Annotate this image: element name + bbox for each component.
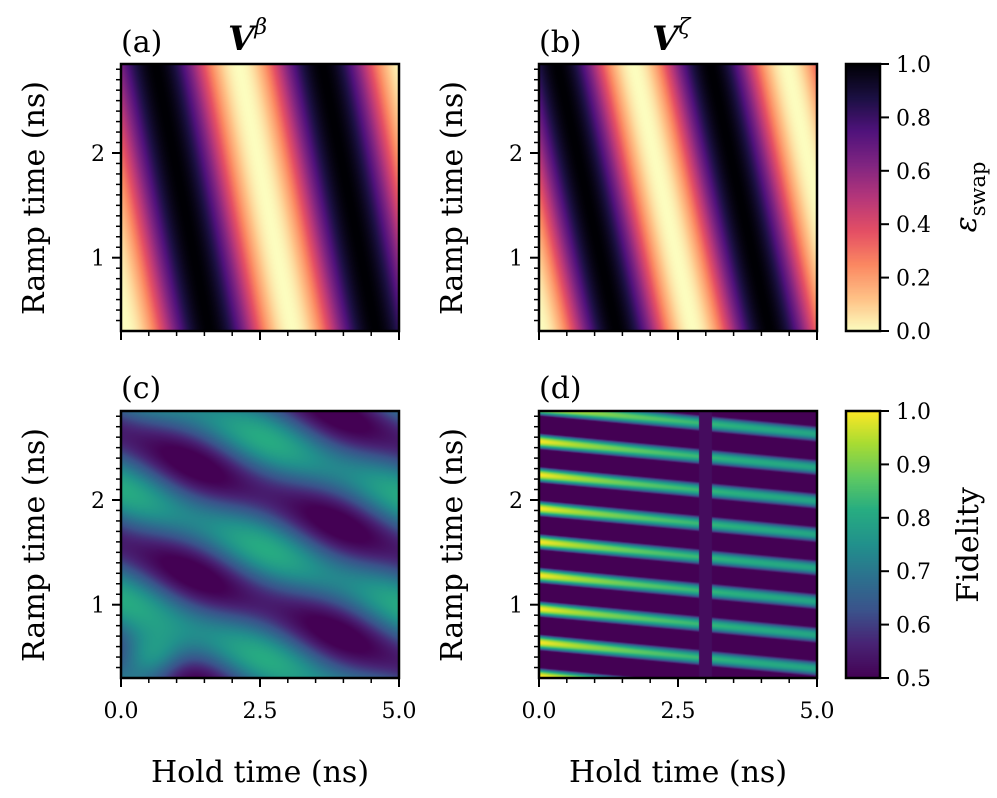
colorbar-fidelity: 0.5 0.6 0.7 0.8 0.9 1.0 Fidelity bbox=[844, 400, 986, 692]
colorbar-swap-label-sub: swap bbox=[966, 162, 990, 217]
heatmap-a-container bbox=[121, 64, 399, 331]
colorbar-tick-label-1-2: 0.7 bbox=[896, 560, 931, 585]
colorbar-tick-label-1-3: 0.8 bbox=[896, 507, 931, 532]
panel-b-title-sup: ζ bbox=[678, 15, 692, 40]
colorbar-swap-label: εswap bbox=[949, 162, 990, 233]
colorbar-fidelity-gradient bbox=[846, 411, 880, 678]
panel-a-title-sup: β bbox=[253, 15, 267, 40]
colorbar-tick-label-0-4: 0.8 bbox=[896, 106, 931, 131]
x-tick-label-c-0: 0.0 bbox=[104, 699, 139, 724]
panel-c-ylabel: Ramp time (ns) bbox=[17, 428, 52, 662]
ticks-c: 0.0 2.5 5.0 1 2 bbox=[91, 415, 417, 724]
heatmap-d-container bbox=[539, 411, 817, 678]
colorbar-swap-frame bbox=[844, 62, 882, 333]
heatmap-c bbox=[121, 411, 399, 678]
heatmap-a bbox=[121, 64, 399, 331]
y-tick-label-d-1: 2 bbox=[509, 489, 523, 514]
colorbar-tick-label-1-4: 0.9 bbox=[896, 453, 931, 478]
panel-a-title: Vβ bbox=[228, 15, 267, 59]
heatmap-d bbox=[539, 411, 817, 678]
x-tick-label-c-2: 5.0 bbox=[382, 699, 417, 724]
panel-c-label: (c) bbox=[121, 371, 161, 406]
colorbar-tick-label-1-0: 0.5 bbox=[896, 667, 931, 692]
y-tick-label-b-0: 1 bbox=[509, 247, 523, 272]
x-tick-label-c-1: 2.5 bbox=[243, 699, 278, 724]
ticks-d: 0.0 2.5 5.0 1 2 bbox=[509, 415, 835, 724]
ticks-a: 12 bbox=[91, 68, 400, 340]
panel-b: 12 (b) Vζ Ramp time (ns) bbox=[435, 15, 819, 340]
colorbar-tick-label-1-1: 0.6 bbox=[896, 614, 931, 639]
panel-b-title: Vζ bbox=[652, 15, 692, 59]
y-tick-label-c-0: 1 bbox=[91, 594, 105, 619]
heatmap-c-container bbox=[121, 411, 399, 678]
panel-d-xlabel: Hold time (ns) bbox=[569, 755, 787, 790]
x-tick-label-d-2: 5.0 bbox=[800, 699, 835, 724]
colorbar-swap: 0.0 0.2 0.4 0.6 0.8 1.0 εswap bbox=[844, 53, 990, 345]
colorbar-tick-label-0-0: 0.0 bbox=[896, 320, 931, 345]
colorbar-fidelity-ticks: 0.5 0.6 0.7 0.8 0.9 1.0 bbox=[880, 400, 931, 692]
panel-d-ylabel: Ramp time (ns) bbox=[435, 428, 470, 662]
colorbar-fidelity-frame bbox=[844, 409, 882, 680]
colorbar-swap-container bbox=[846, 64, 880, 331]
panel-a: 12 (a) Vβ Ramp time (ns) bbox=[17, 15, 401, 340]
y-tick-label-a-0: 1 bbox=[91, 247, 105, 272]
colorbar-tick-label-0-5: 1.0 bbox=[896, 53, 931, 78]
panel-d: 0.0 2.5 5.0 1 2 (d) Ramp time (ns) Hold time… bbox=[435, 371, 835, 790]
y-tick-label-a-1: 2 bbox=[91, 142, 105, 167]
panel-a-title-main: V bbox=[228, 19, 258, 59]
heatmap-b-container bbox=[539, 64, 817, 331]
colorbar-tick-label-0-3: 0.6 bbox=[896, 160, 931, 185]
panel-c: 0.0 2.5 5.0 1 2 (c) Ramp time (ns) Hold time… bbox=[17, 371, 417, 790]
x-tick-label-d-1: 2.5 bbox=[661, 699, 696, 724]
panel-d-label: (d) bbox=[539, 371, 582, 406]
panel-b-label: (b) bbox=[539, 25, 582, 60]
y-tick-label-d-0: 1 bbox=[509, 594, 523, 619]
panel-a-label: (a) bbox=[121, 25, 162, 60]
colorbar-swap-ticks: 0.0 0.2 0.4 0.6 0.8 1.0 bbox=[880, 53, 931, 345]
panel-a-ylabel: Ramp time (ns) bbox=[17, 81, 52, 315]
panel-c-xlabel: Hold time (ns) bbox=[151, 755, 369, 790]
colorbar-swap-gradient bbox=[846, 64, 880, 331]
colorbar-swap-label-main: ε bbox=[949, 216, 984, 232]
x-tick-label-d-0: 0.0 bbox=[522, 699, 557, 724]
colorbar-tick-label-0-1: 0.2 bbox=[896, 267, 931, 292]
heatmap-b bbox=[539, 64, 817, 331]
colorbar-tick-label-0-2: 0.4 bbox=[896, 213, 931, 238]
y-tick-label-b-1: 2 bbox=[509, 142, 523, 167]
panel-b-title-main: V bbox=[652, 19, 682, 59]
colorbar-fidelity-container bbox=[846, 411, 880, 678]
colorbar-fidelity-label: Fidelity bbox=[951, 487, 986, 603]
y-tick-label-c-1: 2 bbox=[91, 489, 105, 514]
panel-b-ylabel: Ramp time (ns) bbox=[435, 81, 470, 315]
ticks-b: 12 bbox=[509, 68, 818, 340]
colorbar-tick-label-1-5: 1.0 bbox=[896, 400, 931, 425]
